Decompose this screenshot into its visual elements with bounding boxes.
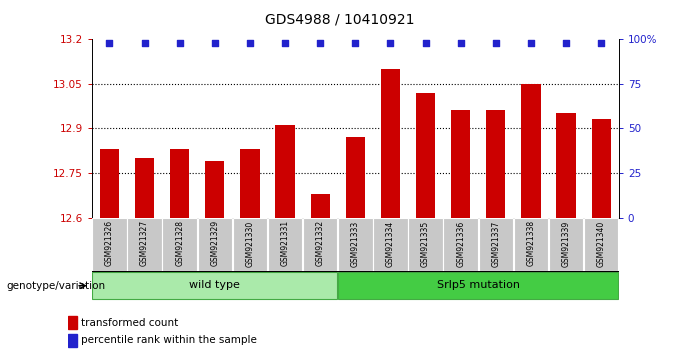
Bar (514, 218, 548, 271)
Text: transformed count: transformed count (82, 318, 179, 327)
Bar (198, 218, 232, 271)
Bar (240, 149, 260, 218)
Bar (311, 194, 330, 218)
Text: GSM921336: GSM921336 (456, 220, 465, 267)
Bar (92, 272, 337, 299)
Text: GSM921328: GSM921328 (175, 220, 184, 266)
Point (209, 40, 220, 45)
Point (560, 40, 571, 45)
Text: GSM921329: GSM921329 (210, 220, 219, 267)
Bar (275, 125, 294, 218)
Bar (338, 218, 373, 271)
Bar (345, 137, 365, 218)
Bar (486, 110, 505, 218)
Bar (303, 218, 337, 271)
Text: GSM921327: GSM921327 (140, 220, 149, 267)
Point (490, 40, 501, 45)
Point (385, 40, 396, 45)
Bar (381, 69, 400, 218)
Text: GSM921337: GSM921337 (492, 220, 500, 267)
Text: wild type: wild type (189, 280, 240, 290)
Bar (205, 161, 224, 218)
Bar (268, 218, 302, 271)
Point (315, 40, 326, 45)
Text: GSM921332: GSM921332 (316, 220, 324, 267)
Text: GSM921331: GSM921331 (281, 220, 290, 267)
Text: GDS4988 / 10410921: GDS4988 / 10410921 (265, 12, 415, 27)
Text: GSM921339: GSM921339 (562, 220, 571, 267)
Bar (409, 218, 443, 271)
Point (526, 40, 537, 45)
Bar (443, 218, 478, 271)
Text: GSM921338: GSM921338 (526, 220, 535, 267)
Text: GSM921326: GSM921326 (105, 220, 114, 267)
Bar (135, 158, 154, 218)
Point (174, 40, 185, 45)
Point (596, 40, 607, 45)
Point (350, 40, 360, 45)
Bar (556, 113, 576, 218)
Text: percentile rank within the sample: percentile rank within the sample (82, 336, 257, 346)
Point (279, 40, 290, 45)
Text: GSM921335: GSM921335 (421, 220, 430, 267)
Bar (549, 218, 583, 271)
Point (104, 40, 115, 45)
Bar (416, 93, 435, 218)
Point (456, 40, 466, 45)
Bar (170, 149, 189, 218)
Bar (592, 119, 611, 218)
Text: genotype/variation: genotype/variation (7, 281, 106, 291)
Point (420, 40, 431, 45)
Text: GSM921330: GSM921330 (245, 220, 254, 267)
Point (139, 40, 150, 45)
Bar (451, 110, 471, 218)
Bar (68, 316, 77, 329)
Bar (522, 84, 541, 218)
Text: Srlp5 mutation: Srlp5 mutation (437, 280, 520, 290)
Text: GSM921333: GSM921333 (351, 220, 360, 267)
Bar (68, 334, 77, 347)
Bar (163, 218, 197, 271)
Bar (479, 218, 513, 271)
Bar (127, 218, 162, 271)
Bar (373, 218, 407, 271)
Bar (233, 218, 267, 271)
Bar (584, 218, 618, 271)
Bar (338, 272, 618, 299)
Text: GSM921334: GSM921334 (386, 220, 395, 267)
Text: GSM921340: GSM921340 (597, 220, 606, 267)
Point (245, 40, 256, 45)
Bar (100, 149, 119, 218)
Bar (92, 218, 126, 271)
